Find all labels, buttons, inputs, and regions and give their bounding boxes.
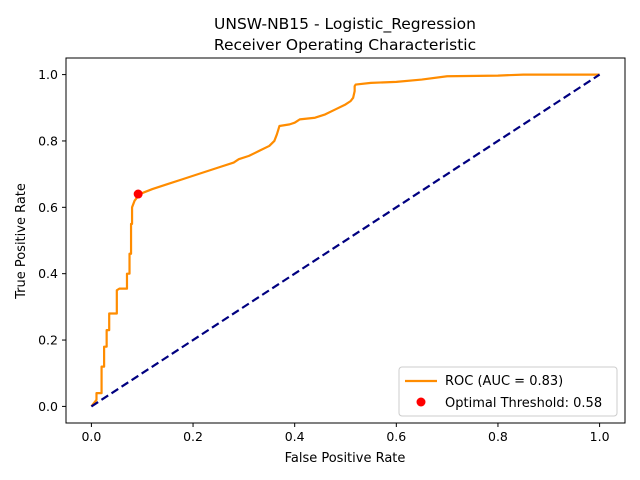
x-tick-label: 0.4 xyxy=(285,429,305,444)
y-tick-label: 0.0 xyxy=(38,399,58,414)
legend-roc-label: ROC (AUC = 0.83) xyxy=(445,374,563,389)
y-tick-label: 0.8 xyxy=(38,133,58,148)
y-tick-label: 0.2 xyxy=(38,333,58,348)
roc-curve-line xyxy=(90,73,600,408)
y-axis-label: True Positive Rate xyxy=(14,183,29,300)
legend-threshold-swatch xyxy=(416,397,426,407)
plot-area: 0.0 0.2 0.4 0.6 0.8 1.0 0.0 0.2 0.4 0.6 0.8 1.0 xyxy=(38,57,626,444)
x-tick-label: 0.0 xyxy=(81,429,101,444)
optimal-threshold-point xyxy=(133,189,143,199)
x-tick-label: 0.2 xyxy=(183,429,203,444)
legend-box xyxy=(398,366,618,417)
axes-frame xyxy=(65,57,626,424)
x-tick-label: 0.6 xyxy=(386,429,406,444)
x-tick-label: 0.8 xyxy=(488,429,508,444)
legend-threshold-label: Optimal Threshold: 0.58 xyxy=(445,396,602,411)
x-axis-label: False Positive Rate xyxy=(285,451,406,466)
y-tick-label: 1.0 xyxy=(38,67,58,82)
x-tick-label: 1.0 xyxy=(590,429,610,444)
legend: ROC (AUC = 0.83) Optimal Threshold: 0.58 xyxy=(398,366,618,417)
random-classifier-line xyxy=(90,73,601,408)
chart-title-line-1: UNSW-NB15 - Logistic_Regression xyxy=(214,15,476,34)
y-tick-label: 0.6 xyxy=(38,200,58,215)
chart-title-line-2: Receiver Operating Characteristic xyxy=(214,36,476,54)
y-tick-label: 0.4 xyxy=(38,266,58,281)
